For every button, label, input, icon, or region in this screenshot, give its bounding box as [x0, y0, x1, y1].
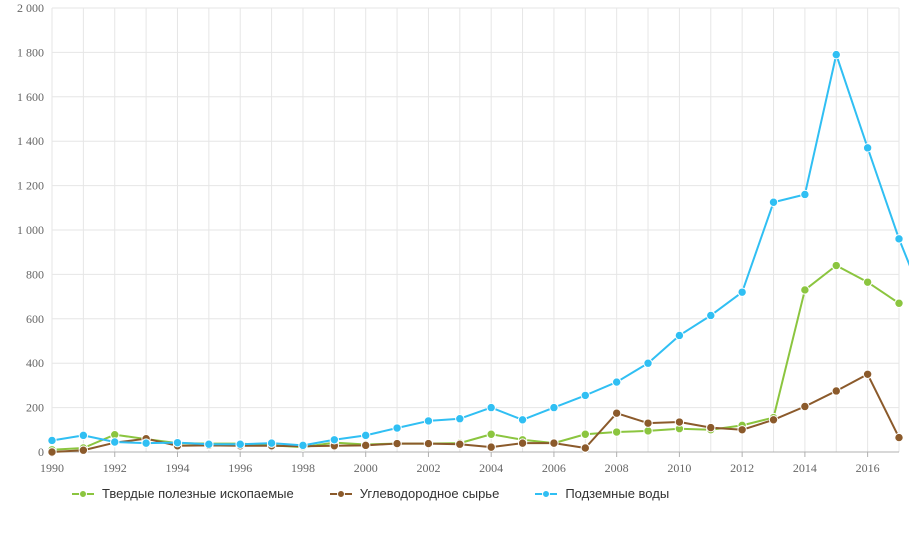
x-tick-label: 2002	[416, 461, 440, 475]
series-point-groundwater[interactable]	[393, 424, 401, 432]
series-point-groundwater[interactable]	[487, 403, 495, 411]
series-point-hydrocarbon[interactable]	[612, 409, 620, 417]
x-tick-label: 2008	[605, 461, 629, 475]
x-tick-label: 2014	[793, 461, 817, 475]
y-tick-label: 2 000	[17, 1, 44, 15]
y-tick-label: 1 400	[17, 134, 44, 148]
series-point-hydrocarbon[interactable]	[801, 402, 809, 410]
series-point-hydrocarbon[interactable]	[424, 439, 432, 447]
series-point-groundwater[interactable]	[863, 144, 871, 152]
line-chart: 0 200 400 600 800 1 000 1 200 1 400 1 600 1 800 2 …	[0, 0, 909, 541]
series-point-hydrocarbon[interactable]	[48, 448, 56, 456]
series-point-solid[interactable]	[832, 261, 840, 269]
series-point-groundwater[interactable]	[111, 438, 119, 446]
series-point-groundwater[interactable]	[769, 198, 777, 206]
series-point-groundwater[interactable]	[205, 440, 213, 448]
series-point-groundwater[interactable]	[612, 378, 620, 386]
x-tick-label: 2006	[542, 461, 566, 475]
legend-swatch-hydrocarbon	[330, 493, 352, 495]
series-point-groundwater[interactable]	[581, 391, 589, 399]
y-tick-label: 200	[26, 401, 44, 415]
x-tick-label: 2000	[354, 461, 378, 475]
series-point-groundwater[interactable]	[424, 417, 432, 425]
series-point-hydrocarbon[interactable]	[675, 418, 683, 426]
series-point-groundwater[interactable]	[644, 359, 652, 367]
x-tick-label: 1994	[165, 461, 189, 475]
legend-item-solid[interactable]: Твердые полезные ископаемые	[72, 486, 294, 501]
legend-item-hydrocarbon[interactable]: Углеводородное сырье	[330, 486, 500, 501]
series-point-hydrocarbon[interactable]	[79, 446, 87, 454]
series-point-hydrocarbon[interactable]	[832, 387, 840, 395]
series-point-groundwater[interactable]	[330, 436, 338, 444]
y-tick-label: 1 200	[17, 179, 44, 193]
x-tick-label: 2012	[730, 461, 754, 475]
series-point-groundwater[interactable]	[236, 440, 244, 448]
chart-canvas: 0 200 400 600 800 1 000 1 200 1 400 1 600 1 800 2 …	[0, 0, 909, 541]
series-point-hydrocarbon[interactable]	[550, 439, 558, 447]
y-tick-label: 0	[38, 445, 44, 459]
legend-label-solid: Твердые полезные ископаемые	[102, 486, 294, 501]
series-point-hydrocarbon[interactable]	[738, 426, 746, 434]
legend-swatch-groundwater	[535, 493, 557, 495]
series-point-solid[interactable]	[801, 286, 809, 294]
legend-label-hydrocarbon: Углеводородное сырье	[360, 486, 500, 501]
series-point-groundwater[interactable]	[801, 190, 809, 198]
x-tick-label: 1996	[228, 461, 252, 475]
series-point-groundwater[interactable]	[707, 311, 715, 319]
series-point-groundwater[interactable]	[79, 431, 87, 439]
series-point-groundwater[interactable]	[832, 50, 840, 58]
legend-swatch-solid	[72, 493, 94, 495]
y-tick-label: 1 800	[17, 45, 44, 59]
y-tick-label: 600	[26, 312, 44, 326]
series-point-solid[interactable]	[487, 430, 495, 438]
series-point-hydrocarbon[interactable]	[581, 444, 589, 452]
series-point-hydrocarbon[interactable]	[895, 433, 903, 441]
series-point-hydrocarbon[interactable]	[863, 370, 871, 378]
legend-item-groundwater[interactable]: Подземные воды	[535, 486, 669, 501]
legend: Твердые полезные ископаемые Углеводородно…	[72, 486, 889, 507]
y-tick-label: 1 000	[17, 223, 44, 237]
series-point-groundwater[interactable]	[299, 441, 307, 449]
x-tick-label: 1992	[103, 461, 127, 475]
x-tick-label: 2016	[856, 461, 880, 475]
series-point-groundwater[interactable]	[142, 439, 150, 447]
y-tick-label: 800	[26, 267, 44, 281]
series-point-hydrocarbon[interactable]	[487, 443, 495, 451]
series-point-groundwater[interactable]	[362, 431, 370, 439]
series-point-groundwater[interactable]	[267, 439, 275, 447]
series-point-hydrocarbon[interactable]	[644, 419, 652, 427]
series-point-hydrocarbon[interactable]	[456, 440, 464, 448]
series-point-groundwater[interactable]	[173, 438, 181, 446]
legend-label-groundwater: Подземные воды	[565, 486, 669, 501]
chart-bg	[0, 0, 909, 541]
x-tick-label: 1990	[40, 461, 64, 475]
series-point-hydrocarbon[interactable]	[393, 439, 401, 447]
series-point-hydrocarbon[interactable]	[362, 441, 370, 449]
series-point-groundwater[interactable]	[48, 436, 56, 444]
series-point-solid[interactable]	[895, 299, 903, 307]
series-point-hydrocarbon[interactable]	[707, 423, 715, 431]
x-tick-label: 2004	[479, 461, 503, 475]
series-point-groundwater[interactable]	[456, 415, 464, 423]
series-point-groundwater[interactable]	[550, 403, 558, 411]
series-point-hydrocarbon[interactable]	[518, 439, 526, 447]
series-point-groundwater[interactable]	[518, 416, 526, 424]
series-point-solid[interactable]	[644, 427, 652, 435]
series-point-groundwater[interactable]	[895, 235, 903, 243]
series-point-solid[interactable]	[863, 278, 871, 286]
series-point-groundwater[interactable]	[738, 288, 746, 296]
series-point-groundwater[interactable]	[675, 331, 683, 339]
series-point-solid[interactable]	[581, 430, 589, 438]
y-tick-label: 400	[26, 356, 44, 370]
x-tick-label: 2010	[667, 461, 691, 475]
x-tick-label: 1998	[291, 461, 315, 475]
series-point-hydrocarbon[interactable]	[769, 416, 777, 424]
series-point-solid[interactable]	[612, 428, 620, 436]
y-tick-label: 1 600	[17, 90, 44, 104]
